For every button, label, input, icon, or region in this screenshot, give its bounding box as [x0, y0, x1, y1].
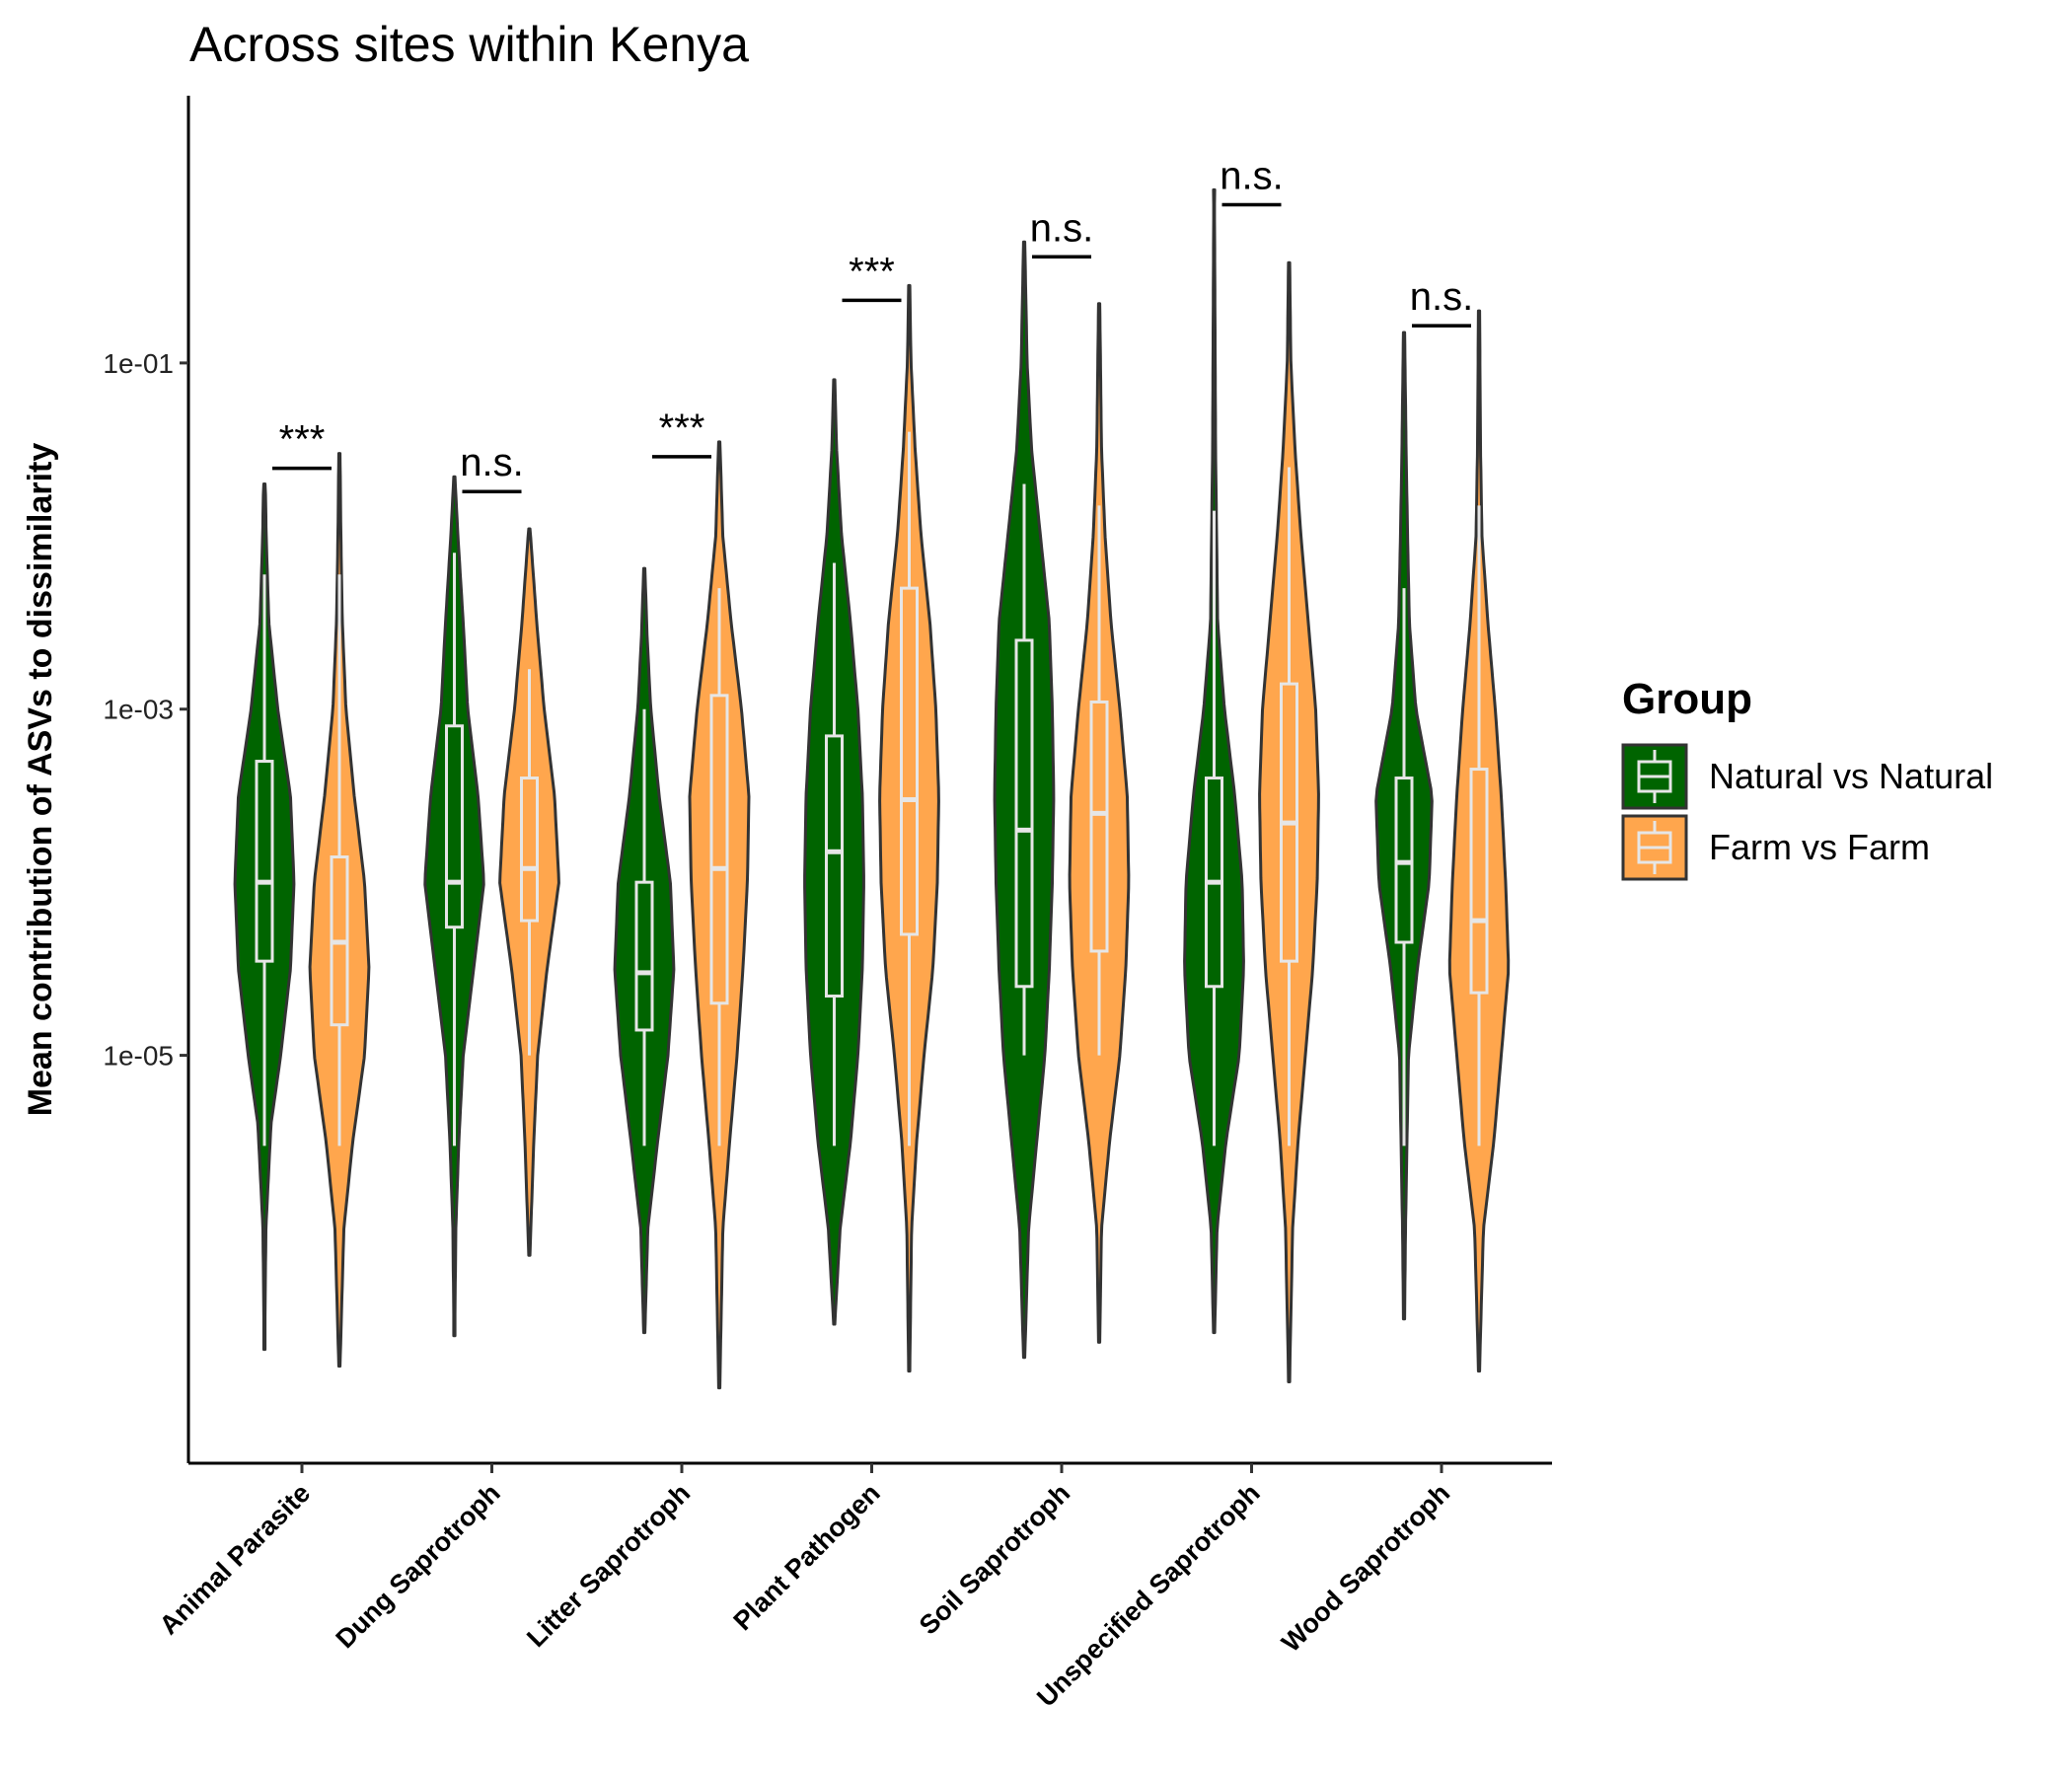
box-iqr	[634, 880, 654, 1032]
y-tick-label: 1e-03	[103, 695, 174, 725]
box-iqr	[1014, 638, 1034, 989]
x-axis-ticks: Animal Parasite Dung Saprotroph Litter Sap…	[154, 1463, 1455, 1713]
legend-entries: Natural vs Natural Farm vs Farm	[1621, 743, 1993, 881]
significance-label: ***	[659, 407, 705, 450]
y-tick-label: 1e-01	[103, 348, 174, 379]
x-tick-label: Wood Saprotroph	[1276, 1478, 1455, 1658]
legend-label: Farm vs Farm	[1709, 827, 1930, 867]
significance-label: ***	[279, 418, 326, 462]
significance-label: n.s.	[460, 441, 523, 484]
significance-label: n.s.	[1030, 206, 1093, 250]
box-iqr	[709, 694, 729, 1005]
box-iqr	[445, 724, 464, 929]
x-tick-label: Soil Saprotroph	[914, 1478, 1075, 1640]
box-iqr	[1089, 700, 1109, 953]
legend-label: Natural vs Natural	[1709, 756, 1993, 796]
legend-entry: Farm vs Farm	[1621, 814, 1930, 881]
significance-label: n.s.	[1220, 154, 1283, 197]
box-iqr	[255, 760, 274, 963]
legend-title: Group	[1622, 675, 1752, 723]
y-axis-ticks: 1e-01 1e-03 1e-05	[103, 348, 188, 1072]
box-iqr	[825, 734, 844, 999]
x-tick-label: Litter Saprotroph	[521, 1478, 696, 1653]
legend: Group Natural vs Natural Farm vs Farm	[1621, 675, 1993, 881]
box-iqr	[900, 586, 919, 936]
y-tick-label: 1e-05	[103, 1041, 174, 1072]
x-tick-label: Unspecified Saprotroph	[1031, 1478, 1266, 1713]
legend-entry: Natural vs Natural	[1621, 743, 1993, 810]
plot-area: *** n.s. *** *** n.s. n.s. n.s.	[233, 154, 1511, 1390]
significance-label: n.s.	[1410, 275, 1473, 319]
y-axis-label: Mean contribution of ASVs to dissimilari…	[22, 443, 59, 1117]
box-iqr	[520, 777, 539, 923]
significance-label: ***	[849, 250, 895, 293]
x-tick-label: Plant Pathogen	[728, 1478, 886, 1636]
x-tick-label: Animal Parasite	[154, 1478, 316, 1640]
chart-title: Across sites within Kenya	[189, 17, 749, 72]
box-iqr	[1469, 768, 1489, 995]
x-tick-label: Dung Saprotroph	[331, 1478, 506, 1654]
